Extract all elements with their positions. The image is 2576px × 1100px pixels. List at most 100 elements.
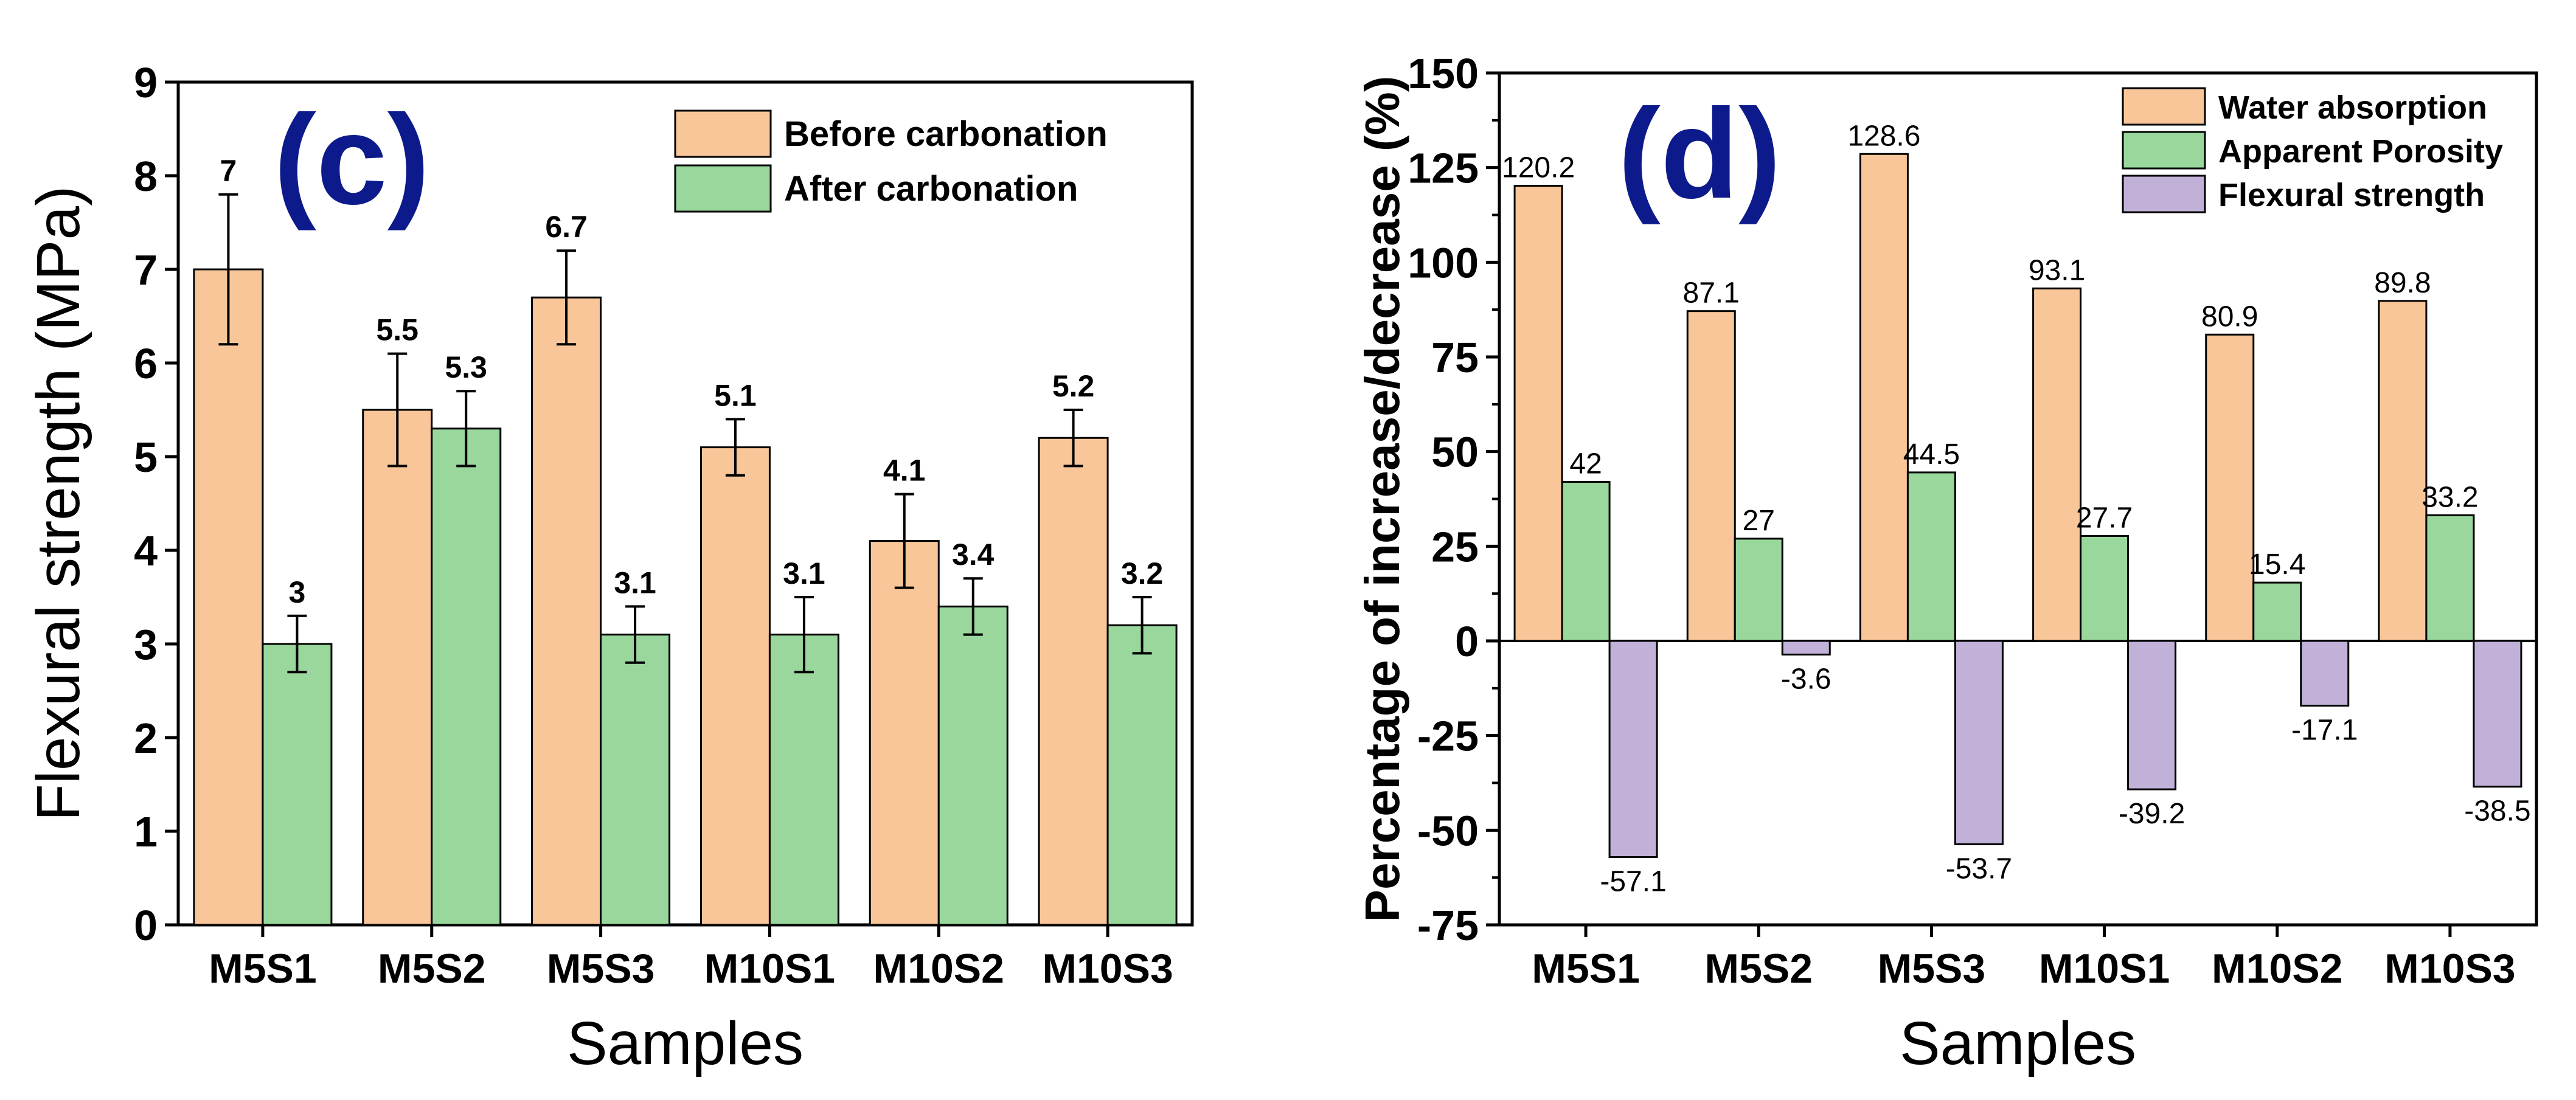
value-label: 3.1 — [614, 566, 656, 600]
bar-flexural-strength-m10s1 — [2127, 640, 2177, 790]
bar-apparent-porosity-m10s3 — [2425, 514, 2475, 642]
bar-water-absorption-m5s3 — [1859, 153, 1909, 642]
bar-flexural-strength-m5s2 — [1781, 640, 1831, 656]
legend-swatch-apparent-porosity — [2122, 131, 2206, 170]
x-category-m5s1: M5S1 — [1532, 946, 1640, 992]
y-tick-label: 4 — [134, 527, 158, 575]
y-tick-label: -50 — [1417, 807, 1479, 854]
y-tick-label: 125 — [1408, 145, 1479, 192]
y-tick-label: 100 — [1408, 239, 1479, 286]
x-category-m10s1: M10S1 — [704, 946, 835, 992]
value-label: 27 — [1743, 505, 1775, 537]
bar-apparent-porosity-m10s1 — [2080, 535, 2130, 642]
bar-before-carbonation-m10s1 — [700, 446, 771, 926]
bar-apparent-porosity-m10s2 — [2252, 581, 2302, 642]
x-category-m10s2: M10S2 — [873, 946, 1004, 992]
x-category-m5s2: M5S2 — [1704, 946, 1813, 992]
bar-flexural-strength-m5s1 — [1608, 640, 1658, 859]
bar-after-carbonation-m10s3 — [1106, 624, 1178, 926]
y-tick-label: 5 — [134, 434, 158, 481]
value-label: 3.1 — [783, 556, 825, 590]
legend-label-after-carbonation: After carbonation — [784, 169, 1078, 209]
bar-apparent-porosity-m5s2 — [1734, 538, 1783, 642]
y-tick-label: 8 — [134, 153, 158, 200]
legend-label-flexural-strength: Flexural strength — [2218, 177, 2485, 213]
value-label: -17.1 — [2291, 714, 2358, 746]
y-tick-label: 75 — [1431, 334, 1479, 381]
x-category-m10s3: M10S3 — [2384, 946, 2515, 992]
bar-water-absorption-m10s1 — [2032, 287, 2082, 642]
y-tick-label: 25 — [1431, 523, 1479, 570]
y-tick-label: 1 — [134, 808, 158, 856]
legend-label-water-absorption: Water absorption — [2218, 89, 2487, 126]
y-tick-label: 3 — [134, 621, 158, 668]
value-label: -53.7 — [1946, 853, 2012, 885]
value-label: 80.9 — [2201, 300, 2258, 333]
value-label: 3.4 — [952, 538, 995, 572]
bar-flexural-strength-m5s3 — [1954, 640, 2004, 845]
bar-before-carbonation-m10s3 — [1038, 437, 1109, 926]
x-category-m5s3: M5S3 — [1878, 946, 1986, 992]
value-label: 5.5 — [376, 313, 418, 347]
bar-before-carbonation-m5s2 — [362, 409, 433, 926]
bar-after-carbonation-m10s1 — [768, 634, 839, 926]
bar-apparent-porosity-m5s1 — [1561, 480, 1611, 642]
x-category-m5s3: M5S3 — [547, 946, 655, 992]
legend-swatch-water-absorption — [2122, 87, 2206, 126]
x-category-m5s2: M5S2 — [378, 946, 486, 992]
value-label: 15.4 — [2249, 548, 2305, 581]
chart-c-flexural-strength: 0 1 2 3 4 5 6 7 8 9 M5S1 M5S2 M5S3 M10S1 M10S2 M10S3 7 5.… — [24, 59, 1194, 1078]
y-tick-label: 2 — [134, 714, 158, 762]
y-tick-label: 0 — [1455, 618, 1479, 665]
value-label: 3 — [289, 575, 306, 609]
y-tick-label: 0 — [134, 902, 158, 949]
bar-flexural-strength-m10s3 — [2473, 640, 2522, 788]
y-tick-label: 6 — [134, 340, 158, 387]
x-axis-title: Samples — [567, 1009, 804, 1078]
legend-swatch-flexural-strength — [2122, 175, 2206, 213]
bar-water-absorption-m10s2 — [2205, 333, 2255, 642]
value-label: 120.2 — [1502, 152, 1575, 184]
chart-d-percentage-change: -75 -50 -25 0 25 50 75 100 125 150 M5S1 M5S2 M5S3 M10… — [1355, 50, 2538, 1078]
bar-after-carbonation-m5s1 — [262, 643, 333, 926]
value-label: 6.7 — [545, 210, 588, 244]
y-tick-label: 9 — [134, 59, 158, 106]
y-tick-label: 7 — [134, 246, 158, 294]
x-category-m10s1: M10S1 — [2039, 946, 2170, 992]
y-tick-label: 150 — [1408, 50, 1479, 97]
y-tick-label: -25 — [1417, 713, 1479, 760]
bar-after-carbonation-m10s2 — [937, 605, 1009, 926]
panel-label: (d) — [1618, 82, 1781, 225]
value-label: -3.6 — [1781, 663, 1831, 695]
y-tick-label: -75 — [1417, 902, 1479, 949]
y-tick-label: 50 — [1431, 429, 1479, 476]
legend-label-apparent-porosity: Apparent Porosity — [2218, 133, 2503, 170]
panel-label: (c) — [274, 88, 430, 231]
y-axis-title: Percentage of increase/decrease (%) — [1355, 76, 1409, 922]
plot-frame — [176, 80, 1194, 927]
legend-swatch-after-carbonation — [674, 164, 772, 213]
bar-flexural-strength-m10s2 — [2300, 640, 2350, 707]
x-category-m10s2: M10S2 — [2212, 946, 2342, 992]
value-label: 89.8 — [2374, 267, 2431, 299]
value-label: 5.1 — [714, 378, 757, 412]
value-label: -57.1 — [1600, 866, 1666, 898]
bar-water-absorption-m5s2 — [1686, 310, 1736, 642]
value-label: 33.2 — [2422, 481, 2478, 513]
value-label: 44.5 — [1903, 438, 1960, 471]
legend-label-before-carbonation: Before carbonation — [784, 114, 1108, 154]
bar-before-carbonation-m10s2 — [869, 540, 940, 926]
bar-before-carbonation-m5s1 — [193, 268, 264, 926]
value-label: 5.2 — [1052, 369, 1095, 403]
value-label: 7 — [220, 154, 237, 188]
legend-swatch-before-carbonation — [674, 109, 772, 158]
x-category-m10s3: M10S3 — [1042, 946, 1173, 992]
bar-water-absorption-m10s3 — [2378, 300, 2428, 642]
value-label: 5.3 — [445, 350, 487, 384]
y-axis-title: Flexural strength (MPa) — [24, 186, 92, 822]
bar-water-absorption-m5s1 — [1513, 185, 1563, 642]
value-label: -38.5 — [2464, 795, 2530, 828]
value-label: 128.6 — [1847, 120, 1920, 152]
x-category-m5s1: M5S1 — [209, 946, 317, 992]
